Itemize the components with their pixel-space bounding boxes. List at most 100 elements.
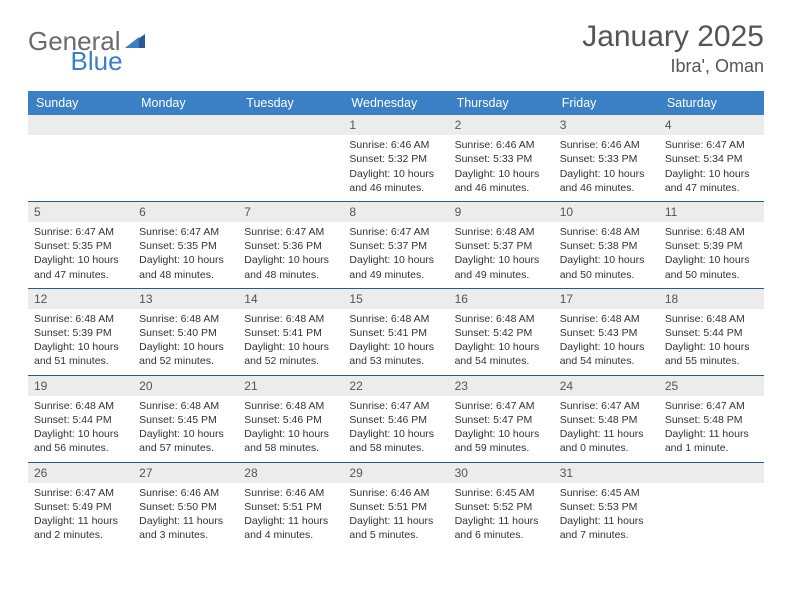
title-block: January 2025 Ibra', Oman [582, 20, 764, 77]
calendar-cell: 8Sunrise: 6:47 AMSunset: 5:37 PMDaylight… [343, 202, 448, 288]
daylight-text: Daylight: 10 hours and 54 minutes. [455, 340, 548, 368]
sunrise-text: Sunrise: 6:47 AM [665, 138, 758, 152]
weekday-thu: Thursday [449, 91, 554, 115]
day-number: 16 [449, 289, 554, 309]
sunrise-text: Sunrise: 6:46 AM [349, 138, 442, 152]
calendar-cell: 25Sunrise: 6:47 AMSunset: 5:48 PMDayligh… [659, 376, 764, 462]
daylight-text: Daylight: 10 hours and 48 minutes. [139, 253, 232, 281]
day-number: 4 [659, 115, 764, 135]
daylight-text: Daylight: 11 hours and 1 minute. [665, 427, 758, 455]
sunset-text: Sunset: 5:34 PM [665, 152, 758, 166]
calendar-cell: 23Sunrise: 6:47 AMSunset: 5:47 PMDayligh… [449, 376, 554, 462]
calendar-week: 5Sunrise: 6:47 AMSunset: 5:35 PMDaylight… [28, 201, 764, 288]
sunset-text: Sunset: 5:39 PM [34, 326, 127, 340]
daylight-text: Daylight: 11 hours and 3 minutes. [139, 514, 232, 542]
day-number: 25 [659, 376, 764, 396]
daylight-text: Daylight: 10 hours and 49 minutes. [455, 253, 548, 281]
sunrise-text: Sunrise: 6:48 AM [244, 312, 337, 326]
day-number: 20 [133, 376, 238, 396]
daylight-text: Daylight: 10 hours and 47 minutes. [34, 253, 127, 281]
calendar-cell: 26Sunrise: 6:47 AMSunset: 5:49 PMDayligh… [28, 463, 133, 549]
day-number: 11 [659, 202, 764, 222]
sunrise-text: Sunrise: 6:47 AM [665, 399, 758, 413]
calendar-cell: 31Sunrise: 6:45 AMSunset: 5:53 PMDayligh… [554, 463, 659, 549]
day-number-empty [659, 463, 764, 483]
calendar-cell: 20Sunrise: 6:48 AMSunset: 5:45 PMDayligh… [133, 376, 238, 462]
weekday-header: Sunday Monday Tuesday Wednesday Thursday… [28, 91, 764, 115]
sunrise-text: Sunrise: 6:47 AM [349, 225, 442, 239]
day-number-empty [133, 115, 238, 135]
weekday-tue: Tuesday [238, 91, 343, 115]
calendar-cell [659, 463, 764, 549]
day-number: 27 [133, 463, 238, 483]
header: General Blue January 2025 Ibra', Oman [28, 20, 764, 77]
sunset-text: Sunset: 5:40 PM [139, 326, 232, 340]
daylight-text: Daylight: 10 hours and 55 minutes. [665, 340, 758, 368]
calendar-cell: 5Sunrise: 6:47 AMSunset: 5:35 PMDaylight… [28, 202, 133, 288]
sunset-text: Sunset: 5:36 PM [244, 239, 337, 253]
daylight-text: Daylight: 10 hours and 58 minutes. [244, 427, 337, 455]
sunrise-text: Sunrise: 6:48 AM [139, 399, 232, 413]
daylight-text: Daylight: 10 hours and 59 minutes. [455, 427, 548, 455]
calendar: Sunday Monday Tuesday Wednesday Thursday… [28, 91, 764, 548]
daylight-text: Daylight: 10 hours and 58 minutes. [349, 427, 442, 455]
sunrise-text: Sunrise: 6:46 AM [349, 486, 442, 500]
calendar-cell: 11Sunrise: 6:48 AMSunset: 5:39 PMDayligh… [659, 202, 764, 288]
calendar-cell: 18Sunrise: 6:48 AMSunset: 5:44 PMDayligh… [659, 289, 764, 375]
calendar-cell: 30Sunrise: 6:45 AMSunset: 5:52 PMDayligh… [449, 463, 554, 549]
calendar-cell: 28Sunrise: 6:46 AMSunset: 5:51 PMDayligh… [238, 463, 343, 549]
sunrise-text: Sunrise: 6:47 AM [455, 399, 548, 413]
daylight-text: Daylight: 11 hours and 5 minutes. [349, 514, 442, 542]
sunrise-text: Sunrise: 6:47 AM [349, 399, 442, 413]
sunset-text: Sunset: 5:47 PM [455, 413, 548, 427]
daylight-text: Daylight: 11 hours and 0 minutes. [560, 427, 653, 455]
sunset-text: Sunset: 5:33 PM [455, 152, 548, 166]
sunset-text: Sunset: 5:41 PM [349, 326, 442, 340]
sunset-text: Sunset: 5:52 PM [455, 500, 548, 514]
daylight-text: Daylight: 10 hours and 52 minutes. [244, 340, 337, 368]
calendar-cell: 27 Sunrise: 6:46 AMSunset: 5:50 PMDayligh… [133, 463, 238, 549]
daylight-text: Daylight: 10 hours and 57 minutes. [139, 427, 232, 455]
day-number: 7 [238, 202, 343, 222]
sunrise-text: Sunrise: 6:48 AM [34, 312, 127, 326]
weekday-wed: Wednesday [343, 91, 448, 115]
month-title: January 2025 [582, 20, 764, 54]
day-number: 30 [449, 463, 554, 483]
daylight-text: Daylight: 11 hours and 4 minutes. [244, 514, 337, 542]
calendar-cell [238, 115, 343, 201]
daylight-text: Daylight: 10 hours and 52 minutes. [139, 340, 232, 368]
sunset-text: Sunset: 5:50 PM [139, 500, 232, 514]
day-number: 22 [343, 376, 448, 396]
sunrise-text: Sunrise: 6:48 AM [560, 312, 653, 326]
calendar-cell: 19Sunrise: 6:48 AMSunset: 5:44 PMDayligh… [28, 376, 133, 462]
day-number: 24 [554, 376, 659, 396]
daylight-text: Daylight: 11 hours and 6 minutes. [455, 514, 548, 542]
day-number: 31 [554, 463, 659, 483]
sunrise-text: Sunrise: 6:48 AM [455, 312, 548, 326]
day-number: 9 [449, 202, 554, 222]
calendar-cell: 12Sunrise: 6:48 AMSunset: 5:39 PMDayligh… [28, 289, 133, 375]
calendar-cell: 3Sunrise: 6:46 AMSunset: 5:33 PMDaylight… [554, 115, 659, 201]
sunset-text: Sunset: 5:51 PM [349, 500, 442, 514]
day-number: 29 [343, 463, 448, 483]
calendar-cell: 15Sunrise: 6:48 AMSunset: 5:41 PMDayligh… [343, 289, 448, 375]
sunrise-text: Sunrise: 6:46 AM [139, 486, 232, 500]
calendar-cell: 22Sunrise: 6:47 AMSunset: 5:46 PMDayligh… [343, 376, 448, 462]
sunset-text: Sunset: 5:35 PM [139, 239, 232, 253]
calendar-cell [28, 115, 133, 201]
daylight-text: Daylight: 11 hours and 7 minutes. [560, 514, 653, 542]
sunrise-text: Sunrise: 6:48 AM [665, 225, 758, 239]
sunrise-text: Sunrise: 6:47 AM [139, 225, 232, 239]
daylight-text: Daylight: 10 hours and 46 minutes. [560, 167, 653, 195]
calendar-cell: 7Sunrise: 6:47 AMSunset: 5:36 PMDaylight… [238, 202, 343, 288]
day-number: 14 [238, 289, 343, 309]
sunset-text: Sunset: 5:38 PM [560, 239, 653, 253]
sunset-text: Sunset: 5:33 PM [560, 152, 653, 166]
day-number: 26 [28, 463, 133, 483]
daylight-text: Daylight: 10 hours and 50 minutes. [560, 253, 653, 281]
sunset-text: Sunset: 5:44 PM [665, 326, 758, 340]
sunset-text: Sunset: 5:37 PM [349, 239, 442, 253]
calendar-cell: 29 Sunrise: 6:46 AMSunset: 5:51 PMDayligh… [343, 463, 448, 549]
sunrise-text: Sunrise: 6:46 AM [455, 138, 548, 152]
sunset-text: Sunset: 5:44 PM [34, 413, 127, 427]
